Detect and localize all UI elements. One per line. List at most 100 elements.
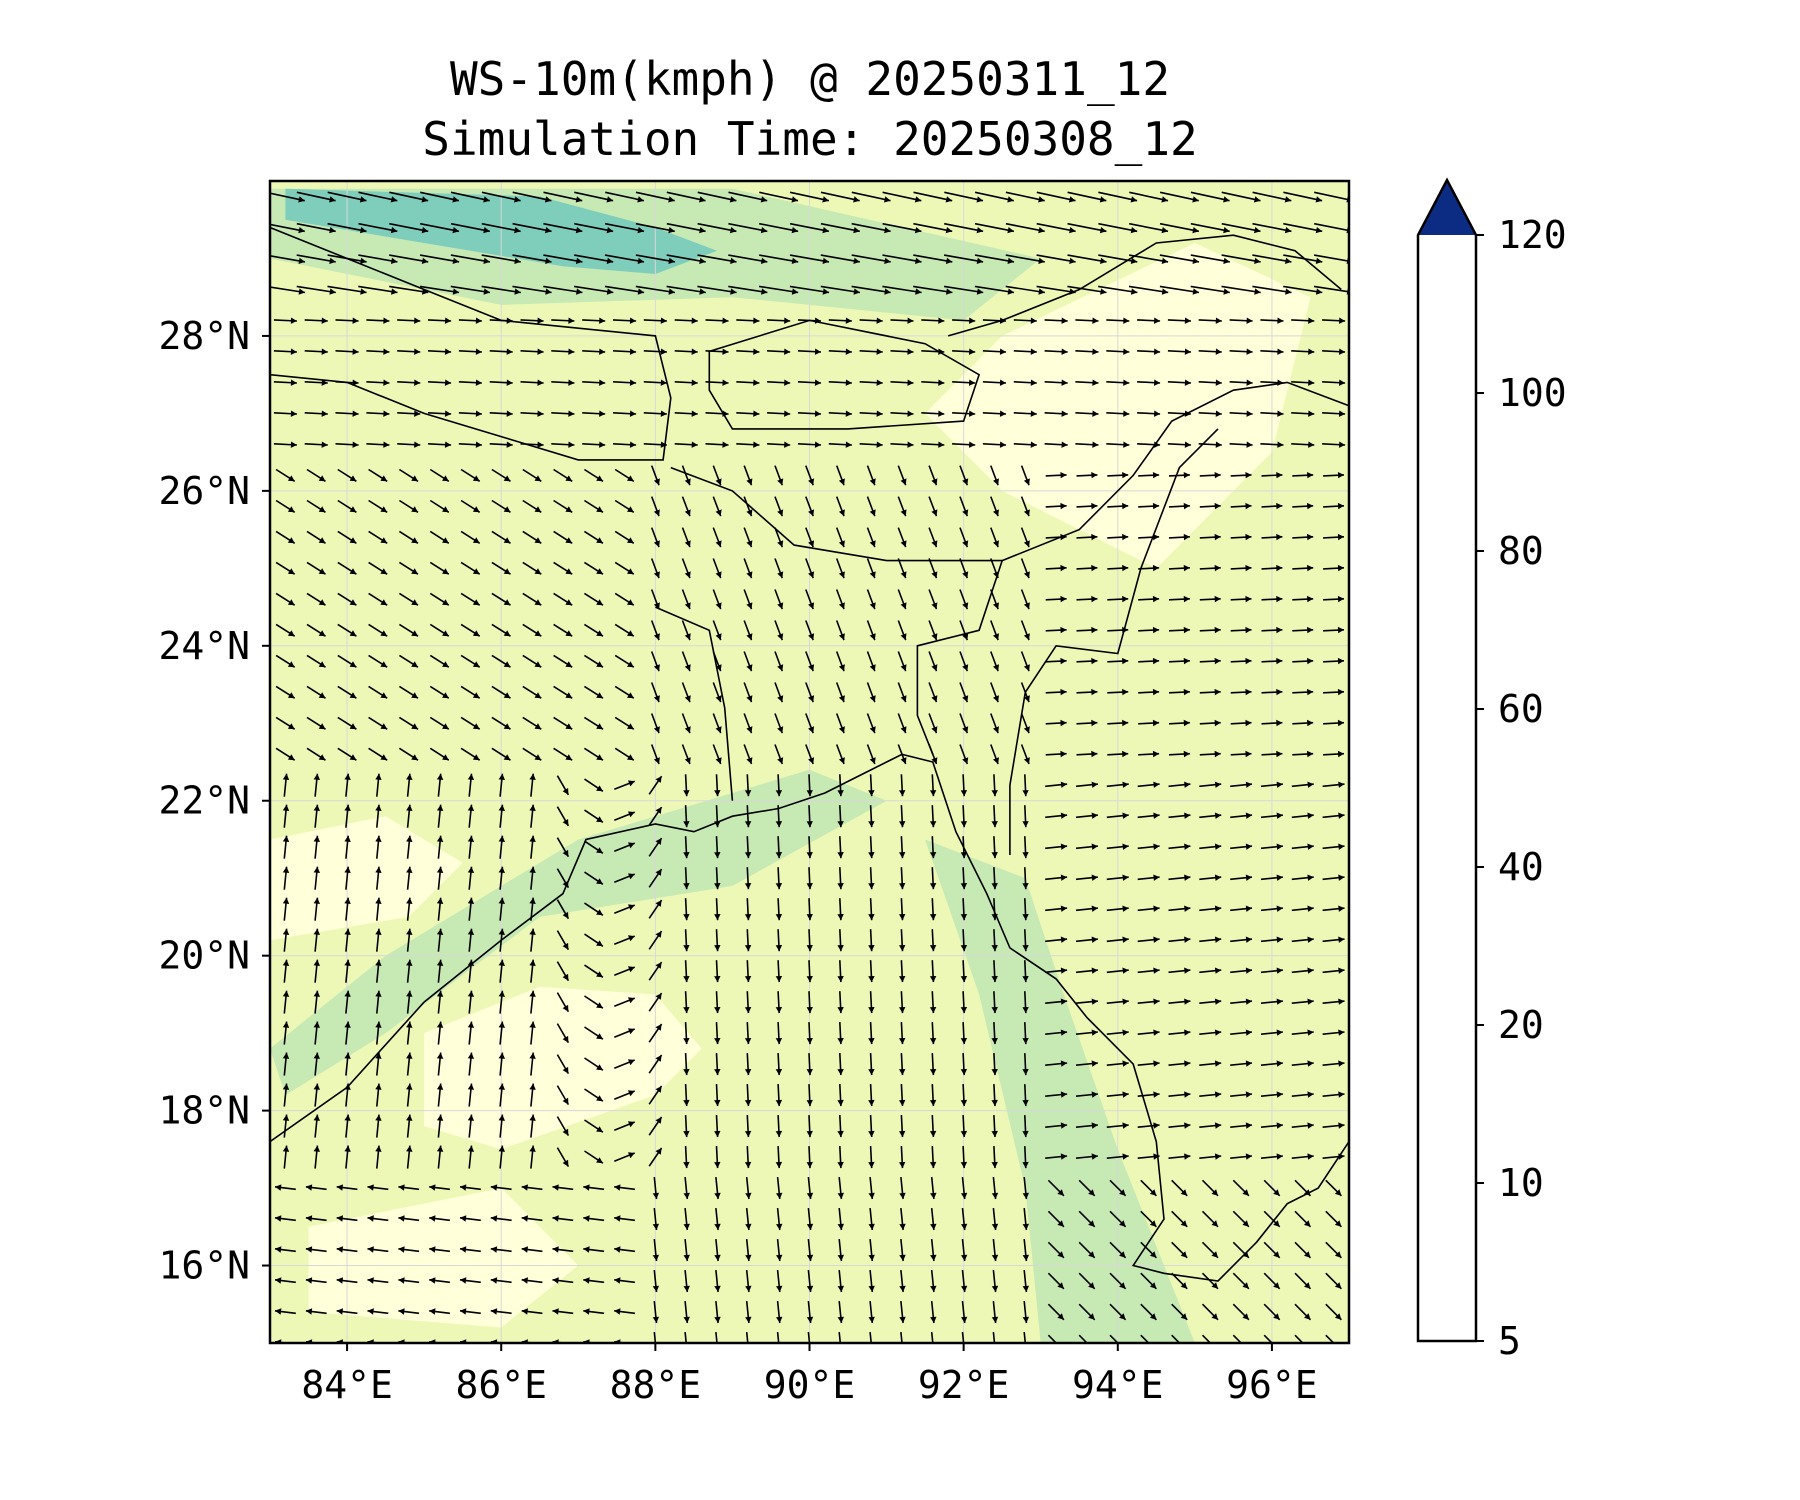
- wind-arrow-head: [1122, 626, 1129, 634]
- wind-arrow: [744, 898, 752, 921]
- wind-arrow: [991, 1301, 999, 1324]
- wind-arrow-head: [806, 1316, 814, 1323]
- wind-arrow: [305, 1246, 327, 1253]
- wind-arrow-head: [1184, 410, 1191, 417]
- wind-arrow: [1159, 254, 1200, 264]
- wind-arrow-head: [444, 410, 452, 417]
- wind-arrow: [406, 773, 413, 797]
- wind-arrow: [1045, 1060, 1068, 1067]
- wind-arrow-head: [744, 790, 752, 797]
- wind-arrow-head: [298, 227, 305, 234]
- wind-arrow: [1260, 379, 1284, 386]
- wind-arrow: [1263, 1241, 1281, 1259]
- wind-arrow: [344, 1021, 351, 1045]
- wind-arrow-head: [999, 441, 1006, 448]
- wind-arrow: [1078, 1179, 1096, 1197]
- wind-arrow: [1107, 688, 1129, 696]
- wind-arrow: [1106, 936, 1129, 943]
- wind-arrow: [714, 1301, 721, 1324]
- wind-arrow: [584, 902, 604, 916]
- wind-arrow-head: [837, 945, 844, 952]
- wind-arrow-shaft: [296, 222, 336, 233]
- wind-arrow: [529, 866, 536, 890]
- wind-arrow: [358, 254, 398, 264]
- wind-arrow: [1109, 1272, 1127, 1290]
- wind-arrow: [375, 804, 382, 828]
- wind-arrow-head: [344, 990, 351, 997]
- wind-arrow-head: [1214, 1029, 1222, 1036]
- wind-arrow: [1106, 1153, 1129, 1160]
- wind-arrow-head: [442, 599, 449, 606]
- wind-arrow-head: [1122, 936, 1129, 943]
- wind-arrow: [467, 866, 475, 890]
- wind-arrow: [429, 561, 450, 575]
- wind-arrow-shaft: [481, 254, 521, 263]
- wind-arrow-head: [537, 379, 544, 386]
- wind-arrow: [828, 410, 852, 417]
- wind-arrow-head: [775, 976, 783, 983]
- wind-arrow-head: [467, 897, 475, 904]
- wind-arrow: [529, 1021, 536, 1045]
- wind-arrow: [1020, 465, 1030, 486]
- wind-arrow: [866, 558, 876, 579]
- wind-arrow-head: [1184, 967, 1191, 974]
- wind-arrow-head: [655, 1148, 662, 1155]
- wind-arrow: [1260, 874, 1283, 881]
- wind-arrow: [275, 499, 296, 513]
- wind-arrow: [890, 379, 914, 386]
- wind-arrow: [897, 651, 907, 672]
- wind-arrow-head: [960, 821, 968, 828]
- wind-arrow-head: [1023, 478, 1030, 486]
- wind-arrow: [1168, 719, 1190, 727]
- wind-arrow: [1325, 1241, 1342, 1259]
- wind-arrow: [928, 713, 938, 734]
- wind-arrow: [805, 558, 815, 579]
- wind-arrow-head: [1308, 410, 1315, 417]
- wind-arrow-head: [775, 1007, 783, 1014]
- wind-arrow-head: [344, 1145, 351, 1152]
- wind-arrow-head: [929, 1099, 937, 1107]
- wind-arrow-head: [868, 852, 875, 859]
- wind-arrow-head: [1308, 379, 1315, 386]
- wind-arrow: [683, 836, 690, 859]
- wind-arrow: [1294, 1334, 1304, 1343]
- wind-arrow-head: [1122, 812, 1129, 819]
- wind-arrow: [683, 1301, 690, 1324]
- wind-arrow: [1045, 564, 1067, 572]
- wind-arrow-head: [868, 1254, 875, 1261]
- wind-arrow-head: [760, 227, 768, 234]
- wind-arrow: [1322, 441, 1346, 448]
- wind-arrow-head: [1276, 564, 1283, 572]
- wind-arrow-head: [1214, 905, 1222, 912]
- wind-arrow: [683, 1208, 690, 1231]
- wind-arrow: [899, 1208, 906, 1231]
- wind-arrow-head: [1023, 540, 1030, 548]
- wind-arrow: [868, 836, 875, 859]
- wind-arrow-head: [976, 288, 984, 295]
- wind-arrow-head: [1276, 595, 1283, 603]
- wind-arrow-head: [845, 441, 852, 448]
- wind-arrow-head: [1211, 1313, 1218, 1320]
- lon-tick-label: 84°E: [301, 1363, 393, 1407]
- wind-arrow: [991, 1146, 998, 1169]
- wind-arrow: [398, 499, 419, 513]
- wind-arrow: [583, 1215, 605, 1222]
- wind-arrow: [806, 1177, 814, 1200]
- wind-arrow-head: [406, 990, 413, 997]
- wind-arrow-head: [960, 1069, 968, 1076]
- wind-arrow: [828, 348, 852, 355]
- wind-arrow: [313, 928, 320, 952]
- wind-arrow-head: [1088, 1220, 1095, 1227]
- wind-arrow: [1045, 688, 1067, 696]
- wind-arrow: [959, 527, 969, 548]
- wind-arrow: [584, 1119, 604, 1133]
- wind-arrow: [820, 191, 860, 203]
- wind-arrow: [705, 379, 729, 386]
- wind-arrow-head: [753, 317, 760, 324]
- wind-arrow: [835, 589, 845, 610]
- wind-arrow-head: [884, 257, 891, 264]
- wind-arrow: [612, 348, 637, 355]
- wind-arrow-head: [1038, 227, 1045, 234]
- wind-arrow-head: [318, 754, 326, 761]
- wind-arrow-head: [452, 196, 459, 203]
